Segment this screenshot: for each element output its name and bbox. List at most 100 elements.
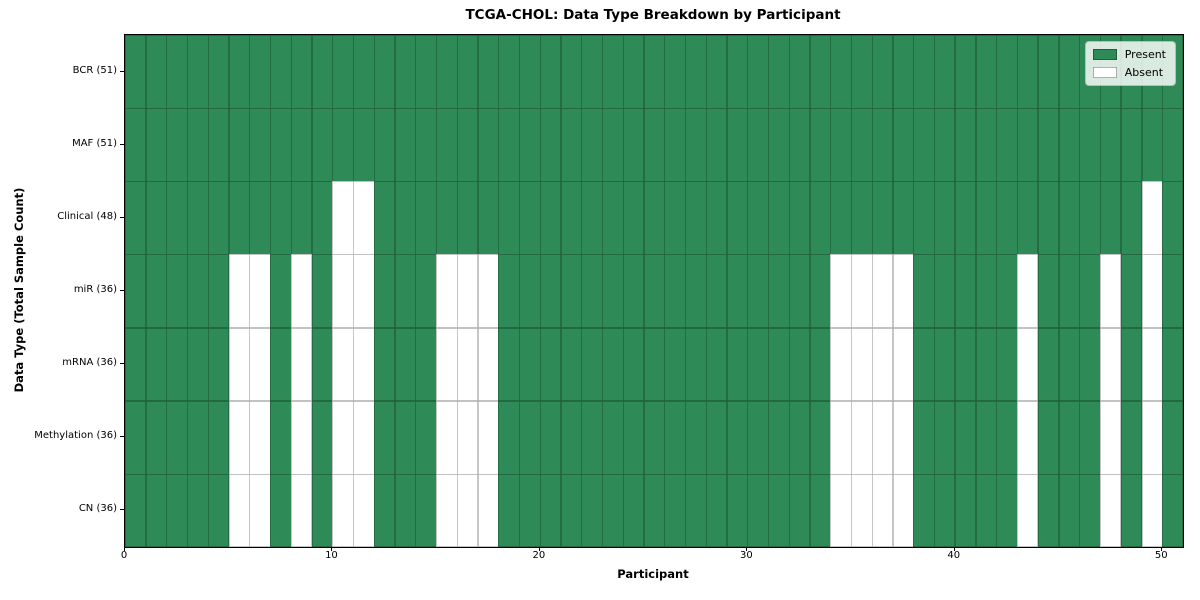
cell: [726, 35, 749, 109]
cell: [581, 327, 603, 402]
cell: [975, 327, 997, 402]
cell: [643, 400, 666, 475]
cell: [207, 400, 230, 475]
cell: [1058, 254, 1080, 329]
cell: [1100, 181, 1122, 256]
cell: [602, 400, 624, 475]
cell: [954, 400, 977, 475]
cell: [228, 254, 251, 329]
plot-area: Present Absent: [124, 34, 1184, 548]
cell: [207, 108, 230, 182]
cell: [332, 181, 354, 256]
cell: [871, 181, 894, 256]
cell: [394, 181, 417, 256]
cell: [913, 254, 935, 329]
cell: [436, 35, 458, 109]
cell: [788, 181, 811, 256]
cell: [125, 35, 147, 109]
cell: [830, 108, 852, 182]
cell: [539, 327, 562, 402]
cell: [996, 254, 1018, 329]
cell: [809, 108, 832, 182]
cell: [851, 181, 873, 256]
y-tick-label: MAF (51): [72, 137, 117, 149]
cell: [145, 400, 168, 475]
cell: [643, 254, 666, 329]
cell: [747, 181, 769, 256]
cell: [643, 35, 666, 109]
cell: [685, 254, 707, 329]
cell: [851, 473, 873, 547]
cell: [270, 35, 292, 109]
cell: [685, 473, 707, 547]
cell: [622, 108, 645, 182]
cell: [685, 35, 707, 109]
cell: [332, 327, 354, 402]
cell: [539, 254, 562, 329]
cell: [539, 108, 562, 182]
legend-label-absent: Absent: [1124, 66, 1164, 79]
cell: [187, 400, 209, 475]
cell: [519, 35, 541, 109]
cell: [664, 400, 686, 475]
cell: [436, 254, 458, 329]
cell: [892, 35, 914, 109]
cell: [664, 254, 686, 329]
cell: [809, 473, 832, 547]
cell: [373, 254, 396, 329]
cell: [290, 327, 313, 402]
y-axis-tick: [120, 436, 124, 438]
cell: [394, 35, 417, 109]
cell: [539, 400, 562, 475]
cell: [477, 327, 500, 402]
cell: [1058, 181, 1080, 256]
cell: [788, 108, 811, 182]
cell: [622, 473, 645, 547]
cell: [830, 400, 852, 475]
cell: [602, 108, 624, 182]
cell: [560, 254, 583, 329]
cell: [394, 108, 417, 182]
cell: [456, 254, 479, 329]
cell: [685, 181, 707, 256]
cell: [664, 108, 686, 182]
y-tick-label: CN (36): [78, 503, 117, 515]
y-tick-label: miR (36): [73, 284, 117, 295]
cell: [436, 108, 458, 182]
cell: [1120, 181, 1143, 256]
cell: [1100, 400, 1122, 475]
cell: [145, 473, 168, 547]
cell: [394, 473, 417, 547]
cell: [1100, 108, 1122, 182]
cell: [394, 327, 417, 402]
cell: [705, 473, 728, 547]
legend-label-present: Present: [1124, 48, 1166, 61]
cell: [892, 108, 914, 182]
cell: [954, 108, 977, 182]
cell: [581, 35, 603, 109]
cell: [851, 108, 873, 182]
cell: [830, 327, 852, 402]
cell: [270, 254, 292, 329]
cell: [1079, 400, 1101, 475]
cell: [1017, 327, 1039, 402]
y-axis-tick: [120, 509, 124, 511]
cell: [125, 400, 147, 475]
cell: [1017, 254, 1039, 329]
cell: [1162, 327, 1183, 402]
cell: [187, 473, 209, 547]
x-tick-label: 10: [325, 550, 338, 561]
cell: [187, 254, 209, 329]
cell: [560, 473, 583, 547]
cell: [788, 254, 811, 329]
cell: [125, 327, 147, 402]
chart-title: TCGA-CHOL: Data Type Breakdown by Partic…: [465, 7, 841, 23]
cell: [519, 327, 541, 402]
cell: [125, 108, 147, 182]
cell: [1120, 254, 1143, 329]
y-axis-tick: [120, 290, 124, 291]
cell: [726, 254, 749, 329]
cell: [622, 254, 645, 329]
cell: [166, 400, 188, 475]
cell: [436, 400, 458, 475]
